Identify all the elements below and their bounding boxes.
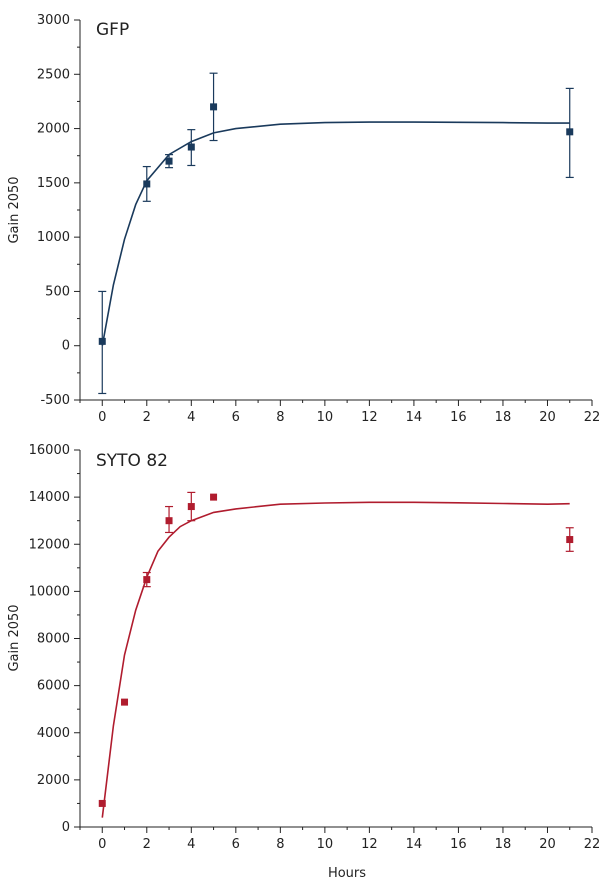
x-tick-label: 22 xyxy=(584,837,600,852)
fit-curve xyxy=(101,501,570,818)
y-tick-label: 2000 xyxy=(37,773,70,788)
data-point xyxy=(210,493,218,501)
y-tick-label: 1500 xyxy=(37,176,70,191)
fit-curve xyxy=(101,121,570,346)
x-tick-label: 10 xyxy=(317,410,334,425)
data-point xyxy=(187,143,195,151)
x-tick-label: 12 xyxy=(361,410,378,425)
y-axis-label: Gain 2050 xyxy=(7,176,22,243)
y-tick-label: 8000 xyxy=(37,632,70,647)
y-tick-label: 0 xyxy=(62,820,70,835)
data-point xyxy=(165,157,173,165)
y-tick-label: -500 xyxy=(40,393,70,408)
gfp-chart: GFP Gain 2050 -500 0 500 1000 1500 2000 2500 30… xyxy=(7,13,600,425)
y-tick-label: 16000 xyxy=(29,443,70,458)
data-point xyxy=(566,536,574,544)
data-point xyxy=(98,799,106,807)
data-point xyxy=(187,503,195,511)
x-tick-label: 8 xyxy=(276,410,284,425)
x-tick-label: 18 xyxy=(495,410,512,425)
x-tick-label: 6 xyxy=(232,837,240,852)
x-tick-label: 16 xyxy=(450,410,467,425)
x-tick-label: 4 xyxy=(187,837,195,852)
data-point xyxy=(165,517,173,525)
x-tick-label: 22 xyxy=(584,410,600,425)
y-tick-label: 12000 xyxy=(29,537,70,552)
data-point xyxy=(143,180,151,188)
y-tick-label: 500 xyxy=(45,284,70,299)
chart-title: SYTO 82 xyxy=(96,451,168,471)
y-tick-label: 0 xyxy=(62,339,70,354)
x-tick-label: 6 xyxy=(232,410,240,425)
syto82-chart: SYTO 82 Gain 2050 Hours 0 2000 4000 6000 800… xyxy=(7,443,600,881)
x-tick-label: 4 xyxy=(187,410,195,425)
data-point xyxy=(98,337,106,345)
data-point xyxy=(143,576,151,584)
data-point xyxy=(121,698,129,706)
x-tick-label: 0 xyxy=(98,837,106,852)
x-tick-label: 8 xyxy=(276,837,284,852)
x-tick-label: 10 xyxy=(317,837,334,852)
x-tick-label: 14 xyxy=(406,837,423,852)
x-tick-label: 2 xyxy=(143,410,151,425)
x-tick-label: 14 xyxy=(406,410,423,425)
y-tick-label: 14000 xyxy=(29,490,70,505)
x-tick-label: 0 xyxy=(98,410,106,425)
data-point xyxy=(566,128,574,136)
y-tick-label: 2500 xyxy=(37,67,70,82)
y-tick-label: 10000 xyxy=(29,584,70,599)
y-tick-label: 1000 xyxy=(37,230,70,245)
y-tick-label: 2000 xyxy=(37,122,70,137)
x-tick-label: 18 xyxy=(495,837,512,852)
y-tick-label: 6000 xyxy=(37,679,70,694)
data-point xyxy=(210,103,218,111)
x-tick-label: 20 xyxy=(539,837,556,852)
x-tick-label: 12 xyxy=(361,837,378,852)
y-tick-label: 4000 xyxy=(37,726,70,741)
y-tick-label: 3000 xyxy=(37,13,70,28)
x-axis-label: Hours xyxy=(328,866,366,881)
chart-title: GFP xyxy=(96,20,129,40)
y-axis-label: Gain 2050 xyxy=(7,604,22,671)
x-tick-label: 20 xyxy=(539,410,556,425)
x-tick-label: 16 xyxy=(450,837,467,852)
x-tick-label: 2 xyxy=(143,837,151,852)
